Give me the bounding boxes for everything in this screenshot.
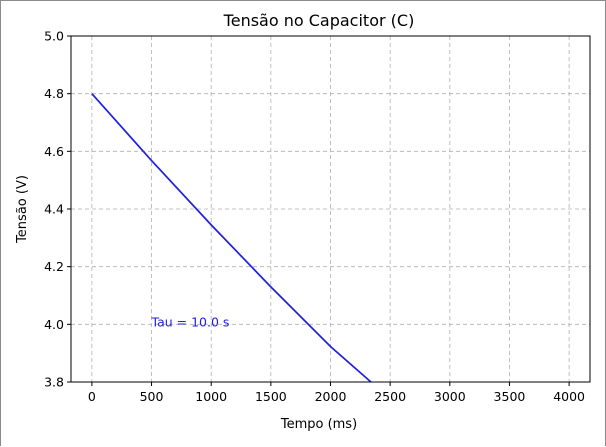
x-tick-label: 500	[140, 389, 164, 404]
y-tick-label: 4.2	[44, 259, 64, 274]
y-tick-label: 4.4	[44, 202, 64, 217]
x-tick-label: 0	[88, 389, 96, 404]
y-tick-label: 4.0	[44, 317, 64, 332]
x-axis: 0 500 1000 1500 2000 2500 3000 3500 4000	[88, 382, 585, 404]
chart-title: Tensão no Capacitor (C)	[223, 11, 415, 30]
x-tick-label: 2000	[315, 389, 347, 404]
x-tick-label: 2500	[374, 389, 406, 404]
y-tick-label: 4.8	[44, 86, 64, 101]
y-tick-label: 5.0	[44, 29, 64, 44]
tau-annotation: Tau = 10.0 s	[151, 314, 230, 329]
y-axis-label: Tensão (V)	[15, 175, 30, 244]
y-tick-label: 4.6	[44, 144, 64, 159]
x-tick-label: 1500	[255, 389, 287, 404]
y-tick-label: 3.8	[44, 375, 64, 390]
x-tick-label: 3500	[494, 389, 526, 404]
grid	[71, 35, 590, 383]
series-layer	[91, 93, 372, 383]
x-tick-label: 1000	[195, 389, 227, 404]
x-tick-label: 4000	[553, 389, 585, 404]
series-line	[91, 93, 372, 383]
y-axis: 3.8 4.0 4.2 4.4 4.6 4.8 5.0	[44, 29, 71, 390]
x-tick-label: 3000	[434, 389, 466, 404]
annotations: Tau = 10.0 s	[151, 314, 230, 329]
x-axis-label: Tempo (ms)	[280, 417, 357, 432]
